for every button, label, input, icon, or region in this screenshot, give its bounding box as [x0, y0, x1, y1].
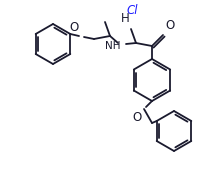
Text: O: O: [133, 111, 142, 124]
Text: O: O: [70, 21, 79, 34]
Text: NH: NH: [104, 41, 120, 51]
Text: Cl: Cl: [126, 4, 138, 17]
Text: H: H: [121, 12, 130, 25]
Text: O: O: [165, 19, 174, 32]
